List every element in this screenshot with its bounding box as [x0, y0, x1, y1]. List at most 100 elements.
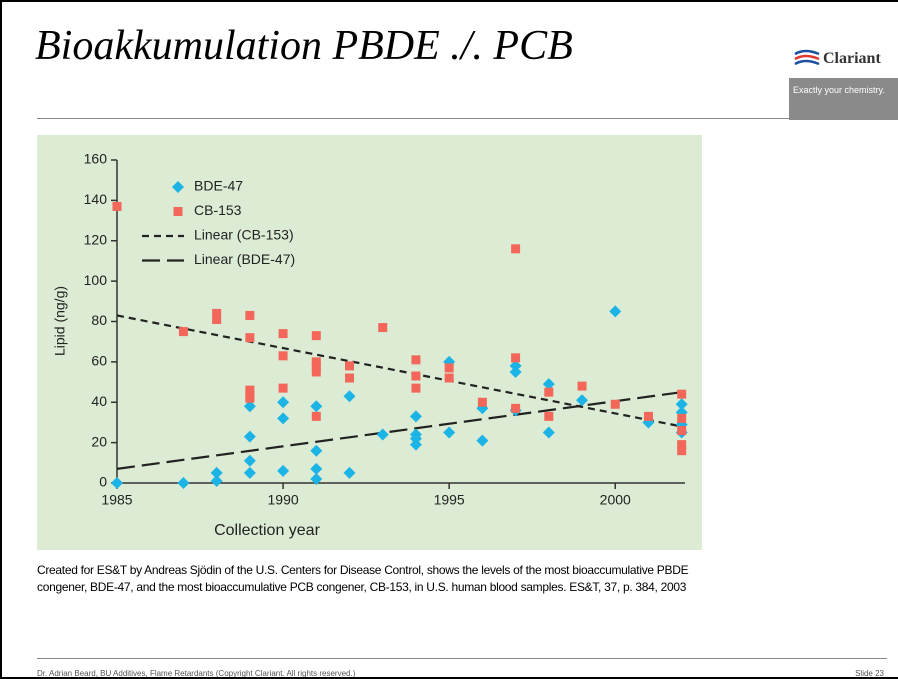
data-point: [210, 466, 223, 479]
y-tick-label: 40: [91, 393, 107, 409]
data-point: [542, 378, 555, 391]
divider: [37, 658, 887, 659]
x-tick-label: 2000: [600, 492, 631, 508]
data-point: [278, 383, 288, 393]
data-point: [111, 477, 123, 489]
x-tick-label: 1995: [434, 492, 465, 508]
slide-title: Bioakkumulation PBDE ./. PCB: [35, 23, 573, 69]
data-point: [311, 361, 321, 371]
data-point: [278, 329, 288, 339]
y-tick-label: 80: [91, 312, 107, 328]
data-point: [178, 327, 188, 337]
data-point: [243, 466, 256, 479]
y-tick-label: 140: [84, 191, 108, 207]
data-point: [212, 308, 222, 318]
chart-background: [37, 135, 702, 550]
data-point: [311, 367, 321, 377]
data-point: [643, 411, 653, 421]
data-point: [677, 446, 687, 456]
chart: Collection year Lipid (ng/g) 0 20 40 60 80 10…: [37, 135, 702, 550]
footer: Dr. Adrian Beard, BU Additives, Flame Re…: [37, 669, 356, 678]
legend-marker: [173, 207, 183, 216]
data-point: [112, 201, 122, 211]
data-point: [411, 355, 421, 365]
legend-label: Linear (CB-153): [194, 227, 294, 243]
y-tick-label: 120: [84, 231, 108, 247]
data-point: [345, 373, 355, 383]
legend-marker: [172, 181, 184, 193]
logo-name: Clariant: [823, 50, 881, 67]
y-tick-label: 20: [91, 433, 107, 449]
logo-tagline: Exactly your chemistry.: [793, 85, 885, 95]
trend-line: [116, 391, 682, 470]
data-point: [177, 477, 190, 489]
data-point: [212, 314, 222, 324]
data-point: [245, 333, 255, 343]
divider: [37, 118, 887, 119]
data-point: [509, 359, 522, 372]
legend-label: Linear (BDE-47): [194, 251, 295, 267]
data-point: [577, 381, 587, 391]
data-point: [343, 466, 356, 479]
data-point: [310, 472, 323, 485]
data-point: [277, 396, 290, 409]
y-tick-label: 100: [84, 272, 108, 288]
data-point: [511, 353, 521, 363]
data-point: [675, 398, 688, 411]
x-tick-label: 1990: [268, 492, 299, 508]
data-point: [544, 387, 554, 397]
data-point: [343, 390, 356, 403]
data-point: [243, 430, 256, 443]
data-point: [409, 432, 422, 445]
data-point: [610, 399, 620, 409]
data-point: [509, 365, 522, 378]
data-point: [477, 397, 487, 407]
data-point: [310, 400, 323, 413]
data-point: [277, 412, 290, 425]
y-axis-label: Lipid (ng/g): [52, 286, 68, 356]
data-point: [311, 331, 321, 341]
data-point: [376, 428, 389, 441]
y-tick-label: 160: [84, 151, 108, 167]
data-point: [409, 438, 422, 451]
data-point: [210, 474, 223, 487]
logo-icon: [794, 49, 820, 66]
data-point: [409, 410, 422, 423]
data-point: [345, 361, 355, 371]
data-point: [277, 464, 290, 477]
y-tick-label: 60: [91, 353, 107, 369]
data-point: [511, 244, 521, 254]
data-point: [476, 434, 489, 447]
legend-label: CB-153: [194, 202, 242, 218]
data-point: [677, 413, 687, 423]
data-point: [443, 426, 456, 439]
x-tick-label: 1985: [101, 492, 132, 508]
data-point: [378, 323, 388, 333]
data-point: [444, 373, 454, 383]
data-point: [677, 440, 687, 450]
data-point: [243, 400, 256, 413]
data-point: [677, 389, 687, 399]
x-axis-label: Collection year: [214, 522, 321, 539]
caption: Created for ES&T by Andreas Sjödin of th…: [37, 563, 689, 594]
logo-band: Exactly your chemistry.: [789, 78, 898, 120]
data-point: [677, 426, 687, 436]
data-point: [544, 411, 554, 421]
data-point: [310, 444, 323, 457]
logo: Clariant Exactly your chemistry.: [789, 42, 898, 120]
data-point: [609, 305, 622, 318]
data-point: [411, 383, 421, 393]
data-point: [511, 403, 521, 413]
slide-number: Slide 23: [855, 669, 884, 678]
data-point: [576, 394, 589, 407]
data-point: [278, 351, 288, 361]
data-point: [310, 462, 323, 475]
legend-label: BDE-47: [194, 178, 243, 194]
y-tick-label: 0: [99, 474, 107, 490]
data-point: [245, 393, 255, 403]
data-point: [243, 454, 256, 467]
data-point: [245, 310, 255, 320]
data-point: [311, 411, 321, 421]
data-point: [444, 363, 454, 373]
